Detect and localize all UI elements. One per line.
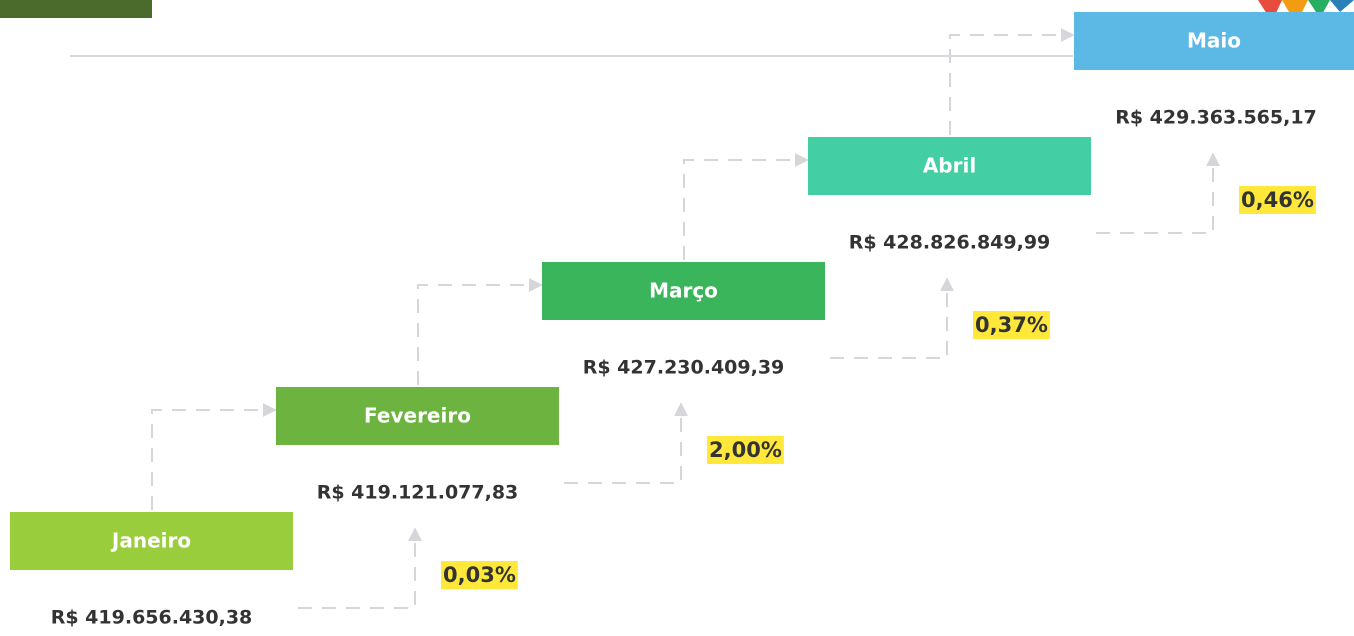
- month-box: [808, 137, 1091, 195]
- amount: R$ 429.363.565,17: [1115, 107, 1317, 129]
- change-highlight: [1239, 186, 1316, 214]
- connector: [830, 277, 954, 359]
- connector: [683, 153, 809, 260]
- photo-corner: [0, 0, 152, 18]
- month-box: [542, 262, 825, 320]
- change-highlight: [973, 311, 1050, 339]
- connector: [564, 402, 688, 484]
- month-label: Fevereiro: [364, 404, 471, 428]
- month-box: [276, 387, 559, 445]
- change: 0,03%: [443, 563, 516, 587]
- amount: R$ 419.656.430,38: [51, 607, 253, 629]
- month-box: [10, 512, 293, 570]
- change-highlight: [441, 561, 518, 589]
- month-label: Janeiro: [110, 529, 191, 553]
- connector: [1096, 152, 1220, 234]
- connector: [417, 278, 543, 385]
- month-label: Maio: [1187, 29, 1241, 53]
- change: 2,00%: [709, 438, 782, 462]
- change: 0,37%: [975, 313, 1048, 337]
- amount: R$ 427.230.409,39: [583, 357, 785, 379]
- month-label: Abril: [923, 154, 976, 178]
- month-box: [1074, 12, 1354, 70]
- amount: R$ 428.826.849,99: [849, 232, 1051, 254]
- connector: [151, 403, 277, 510]
- change: 0,46%: [1241, 188, 1314, 212]
- month-label: Março: [649, 279, 718, 303]
- change-highlight: [707, 436, 784, 464]
- connector: [298, 527, 422, 609]
- amount: R$ 419.121.077,83: [317, 482, 519, 504]
- connector: [949, 28, 1075, 135]
